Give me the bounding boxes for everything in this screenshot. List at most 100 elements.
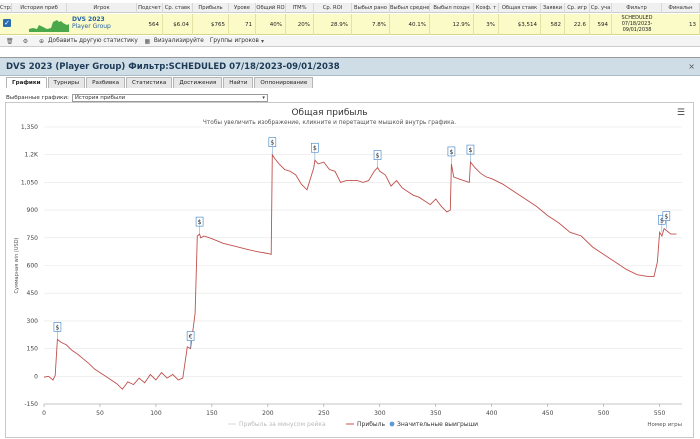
tab-3[interactable]: Статистика [126,77,173,88]
big-win-marker-label: $ [270,140,274,147]
table-cell: 20% [286,14,314,35]
tab-2[interactable]: Разбивка [86,77,126,88]
chart-subtitle: Чтобы увеличить изображение, кликните и … [203,119,456,126]
chart-selector-dropdown[interactable]: История прибыли ▾ [71,93,268,102]
tab-1[interactable]: Турниры [47,77,86,88]
big-win-marker-label: $ [56,324,60,331]
visualize-label: Визуализируйте [153,38,204,44]
big-win-marker-label: $ [313,145,317,152]
table-cell: 13 [662,14,700,35]
add-stats-button[interactable]: ⊕ Добавить другую статистику [38,38,138,45]
column-header[interactable]: Выбыл рано [352,3,390,13]
table-cell: $6.04 [163,14,193,35]
column-header[interactable]: Прибыль [193,3,229,13]
add-stats-icon: ⊕ [38,37,45,45]
table-cell: 40.1% [390,14,430,35]
table-cell: 12.9% [430,14,474,35]
chart-menu-icon[interactable]: ☰ [676,108,685,118]
table-cell: 3% [474,14,499,35]
delete-button[interactable]: 🗑 [6,38,16,45]
gear-icon: ⚙ [22,37,29,45]
panel-title: DVS 2023 (Player Group) Фильтр:SCHEDULED… [0,58,700,76]
x-tick-label: 150 [206,410,218,417]
big-win-marker-label: $ [660,217,664,224]
chevron-down-icon: ▾ [260,37,264,45]
y-tick-label: -150 [24,401,38,408]
chart-icon: ▦ [144,37,151,45]
table-cell: 22.6 [565,14,590,35]
y-tick-label: 600 [27,263,39,270]
column-header[interactable]: Выбыл средне [390,3,430,13]
column-header[interactable]: Финальн [662,3,700,13]
panel-tabs: Графики Турниры Разбивка Статистика Достижен… [6,77,314,88]
column-header[interactable]: ITM% [286,3,314,13]
column-header[interactable]: Стр: [0,3,12,13]
table-cell: 594 [590,14,612,35]
y-tick-label: 1.2K [25,152,40,159]
close-icon[interactable]: × [688,62,695,71]
profit-chart[interactable]: ☰ Общая прибыль Чтобы увеличить изображен… [5,102,694,438]
tab-0[interactable]: Графики [6,77,47,88]
table-cell: 28.9% [314,14,352,35]
player-groups-label: Группы игроков [209,38,259,44]
tab-5[interactable]: Найти [223,77,254,88]
table-cell: $3,514 [499,14,541,35]
visualize-button[interactable]: ▦ Визуализируйте [144,38,204,45]
column-header[interactable]: Выбыл поздн [430,3,474,13]
big-win-marker-label: $ [664,214,668,221]
table-cell: 582 [541,14,565,35]
series-line-profit [43,153,677,390]
y-tick-label: 300 [27,318,39,325]
big-win-marker-label: $ [450,149,454,156]
table-cell: 40% [256,14,286,35]
column-header[interactable]: Фильтр [612,3,662,13]
game-name-cell[interactable]: DVS 2023 Player Group [72,16,111,30]
table-toolbar: 🗑 ⚙ ⊕ Добавить другую статистику ▦ Визуали… [0,36,700,47]
column-header[interactable]: Общий RO [256,3,286,13]
legend-profit: Прибыль [357,421,385,428]
player-groups-button[interactable]: Группы игроков ▾ [210,38,269,45]
big-win-marker [268,137,277,148]
legend-rake: Прибыль за минусом рейка [239,421,326,428]
column-header[interactable]: Ср. уча [590,3,612,13]
column-header[interactable]: Коэф. т [474,3,499,13]
table-cell: 564 [137,14,163,35]
column-header[interactable]: История приб [12,3,67,13]
column-header[interactable]: Ср. игр [565,3,590,13]
column-header[interactable]: Заявки [541,3,565,13]
game-name[interactable]: DVS 2023 [72,16,105,23]
table-cell: 7.8% [352,14,390,35]
profit-sparkline [29,16,69,32]
settings-button[interactable]: ⚙ [22,38,32,45]
y-tick-label: 750 [27,235,39,242]
add-stats-label: Добавить другую статистику [48,38,138,44]
table-header-row: Стр: История приб Игрок Подсчет Ср. ставк При… [0,3,700,13]
y-tick-label: 1,050 [21,179,38,186]
column-header[interactable]: Игрок [67,3,137,13]
x-tick-label: 50 [96,410,104,417]
x-tick-label: 100 [150,410,162,417]
tab-4[interactable]: Достижения [173,77,223,88]
x-tick-label: 200 [262,410,274,417]
x-axis-label: Номер игры [647,422,682,428]
table-row[interactable]: 564 $6.04 $765 71 40% 20% 28.9% 7.8% 40.1% 12.9% 3… [0,14,700,35]
column-header[interactable]: Подсчет [137,3,163,13]
y-tick-label: 0 [34,373,38,380]
x-tick-label: 300 [374,410,386,417]
tab-6[interactable]: Оппонирование [254,77,314,88]
chart-selector-label: Выбранные графики: [6,94,69,101]
trash-icon: 🗑 [6,37,14,45]
filter-cell: SCHEDULED 07/18/2023-09/01/2038 [621,15,653,34]
column-header[interactable]: Общая ставк [499,3,541,13]
column-header[interactable]: Ср. ставк [163,3,193,13]
panel-title-text: DVS 2023 (Player Group) Фильтр:SCHEDULED… [6,62,340,72]
column-header[interactable]: Урове [229,3,256,13]
player-stats-table: Стр: История приб Игрок Подсчет Ср. ставк При… [0,0,700,48]
row-checkbox[interactable]: ✓ [3,19,11,27]
game-group: Player Group [72,23,111,30]
column-header[interactable]: Ср. ROI [314,3,352,13]
y-tick-label: 1,350 [21,124,38,131]
big-win-marker-label: € [189,334,193,341]
y-tick-label: 150 [27,346,39,353]
